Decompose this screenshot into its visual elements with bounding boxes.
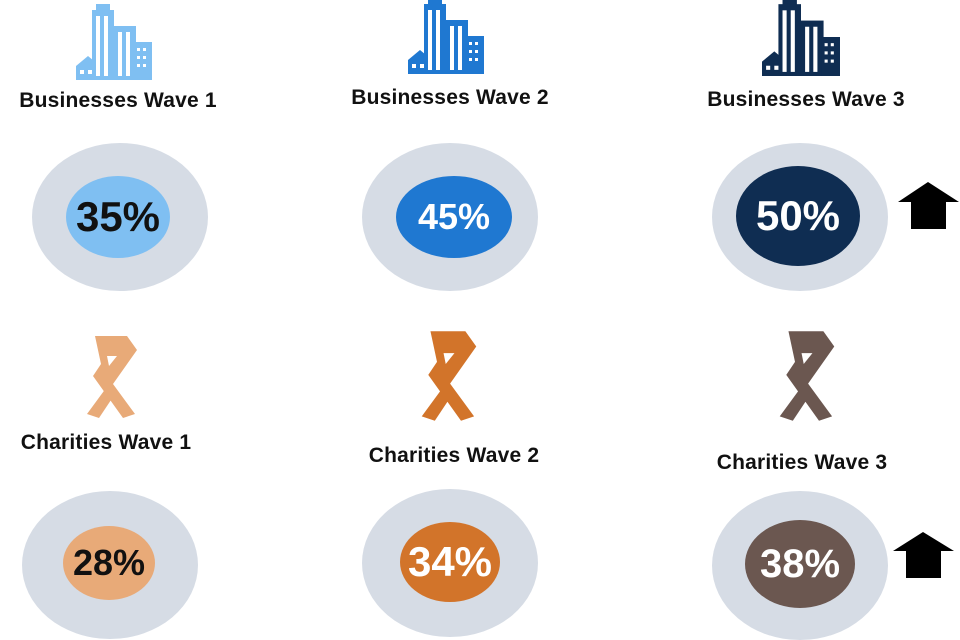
building-icon <box>74 4 154 80</box>
businesses-wave-2-label: Businesses Wave 2 <box>351 86 549 110</box>
businesses-wave-3-label: Businesses Wave 3 <box>707 88 905 112</box>
building-icon <box>406 0 486 74</box>
charities-wave-2-value: 34% <box>400 522 500 602</box>
charities-wave-2-label: Charities Wave 2 <box>369 444 540 468</box>
businesses-wave-1-value: 35% <box>66 176 170 258</box>
ribbon-icon <box>413 330 485 422</box>
ribbon-icon <box>79 336 145 418</box>
building-icon <box>756 0 846 76</box>
charities-wave-1-label: Charities Wave 1 <box>21 431 192 455</box>
up-arrow-icon <box>897 182 960 230</box>
businesses-wave-3-value: 50% <box>736 166 860 266</box>
businesses-wave-1-label: Businesses Wave 1 <box>19 89 217 113</box>
charities-wave-1-value: 28% <box>63 526 155 600</box>
up-arrow-icon <box>892 532 955 579</box>
businesses-wave-2-value: 45% <box>396 176 512 258</box>
ribbon-icon <box>771 330 843 422</box>
charities-wave-3-value: 38% <box>745 520 855 608</box>
charities-wave-3-label: Charities Wave 3 <box>717 451 888 475</box>
